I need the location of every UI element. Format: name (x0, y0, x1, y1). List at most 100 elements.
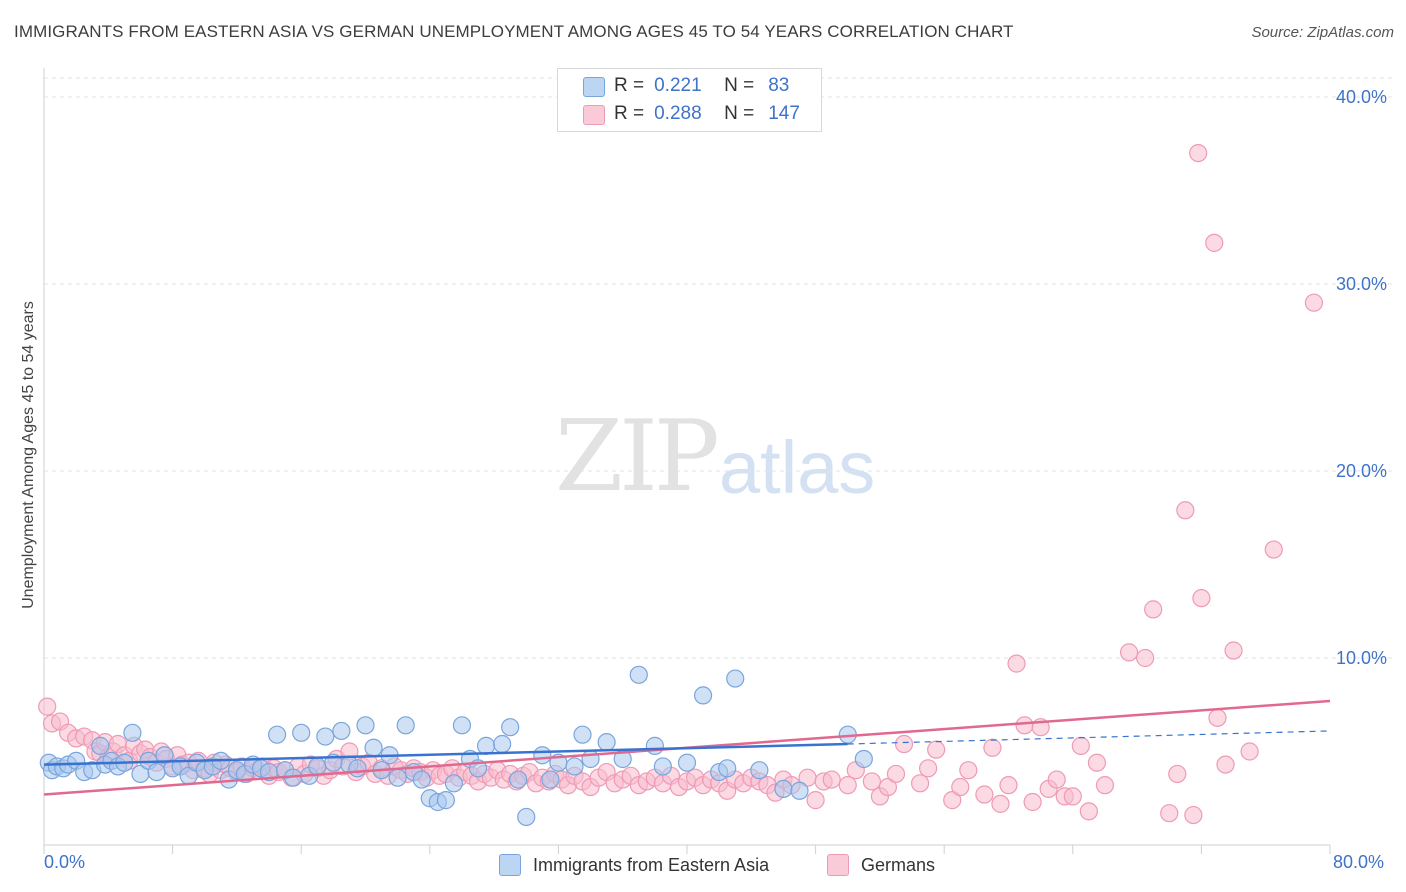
eastern-asia-point (348, 759, 367, 778)
germans-point (999, 776, 1018, 795)
eastern-asia-point (501, 718, 520, 737)
eastern-asia-point (412, 770, 431, 789)
eastern-asia-point (854, 749, 873, 769)
grid-lines (44, 77, 1392, 659)
germans-point (1007, 654, 1026, 673)
eastern-asia-point (388, 768, 407, 787)
germans-point (919, 759, 938, 778)
bottom-legend-item-germans: Germans (827, 852, 935, 878)
legend-r-value: 0.288 (654, 103, 702, 124)
germans-point (951, 777, 970, 797)
germans-point (1136, 648, 1155, 668)
eastern-asia-point (292, 723, 311, 742)
watermark-atlas: atlas (719, 426, 876, 509)
legend-n-label: N = (724, 75, 755, 96)
germans-point (1192, 589, 1211, 608)
germans-point (1264, 540, 1283, 559)
eastern-asia-point (332, 721, 351, 741)
watermark-zip: ZIP (555, 400, 720, 514)
germans-point (886, 764, 906, 784)
legend-r-label: R = (614, 75, 645, 96)
germans-point (1119, 643, 1139, 662)
eastern-asia-point (444, 774, 464, 793)
y-tick-label: 10.0% (1336, 648, 1388, 668)
germans-point (1063, 787, 1082, 806)
germans-point (1071, 736, 1090, 755)
legend-swatch-blue (583, 77, 605, 97)
germans-point (894, 734, 914, 754)
eastern-asia-trend-line (43, 742, 848, 766)
eastern-asia-point (147, 762, 166, 782)
germans-point (1015, 716, 1034, 735)
germans-point (1176, 501, 1195, 520)
germans-point (1216, 755, 1235, 774)
eastern-asia-point (396, 716, 415, 735)
axes (43, 68, 1331, 854)
eastern-asia-point (436, 791, 455, 810)
eastern-asia-point (645, 736, 664, 755)
germans-point (878, 777, 898, 797)
eastern-asia-point (267, 725, 287, 744)
eastern-asia-point (597, 733, 616, 752)
germans-point (1079, 802, 1098, 821)
eastern-asia-point (581, 749, 600, 769)
eastern-asia-point (533, 746, 552, 765)
germans-point (1208, 708, 1227, 727)
trend-lines (43, 699, 1331, 796)
eastern-asia-point (573, 725, 592, 744)
eastern-asia-point (452, 716, 472, 735)
legend-n-value: 83 (768, 75, 790, 96)
legend-row-blue: R = 0.221 N = 83 (583, 73, 790, 99)
germans-point (838, 776, 857, 795)
bottom-legend-item-eastern-asia: Immigrants from Eastern Asia (499, 852, 769, 878)
germans-point (1168, 764, 1187, 784)
eastern-asia-point (677, 753, 697, 772)
eastern-asia-point (509, 770, 528, 789)
legend-row-pink: R = 0.288 N = 147 (583, 101, 800, 127)
y-tick-label: 40.0% (1336, 87, 1388, 107)
eastern-asia-point (364, 738, 383, 757)
eastern-asia-point (790, 781, 809, 800)
legend-n-value: 147 (768, 103, 800, 124)
germans-point (983, 738, 1002, 757)
germans-point (822, 770, 841, 789)
bottom-legend-swatch-pink (827, 854, 849, 876)
eastern-asia-point (750, 761, 769, 780)
source-label: Source: ZipAtlas.com (1251, 24, 1394, 41)
eastern-asia-point (718, 759, 737, 778)
eastern-asia-point (774, 779, 793, 799)
eastern-asia-point (541, 770, 560, 789)
eastern-asia-point (356, 716, 375, 735)
y-tick-label: 30.0% (1336, 274, 1388, 294)
germans-point (943, 791, 962, 810)
germans-point (1047, 770, 1066, 789)
germans-point (1205, 233, 1224, 252)
eastern-asia-point (476, 736, 496, 755)
germans-point (927, 740, 946, 759)
legend-n-label: N = (724, 103, 755, 124)
germans-point (959, 761, 978, 780)
germans-point (1240, 742, 1259, 761)
eastern-asia-trend-extension (847, 730, 1331, 745)
bottom-legend-label: Germans (861, 854, 936, 875)
eastern-asia-point (155, 746, 174, 765)
germans-point (1144, 600, 1163, 619)
legend-r-value: 0.221 (654, 75, 702, 96)
eastern-asia-point (123, 723, 142, 742)
bottom-legend-swatch-blue (499, 854, 521, 876)
germans-point (806, 791, 825, 810)
eastern-asia-point (693, 686, 713, 705)
x-tick-max: 80.0% (1333, 852, 1385, 872)
legend-r-label: R = (614, 103, 645, 124)
germans-point (910, 774, 930, 793)
eastern-asia-point (517, 807, 536, 827)
germans-point (1087, 753, 1107, 772)
germans-point (975, 785, 994, 804)
eastern-asia-point (653, 757, 672, 776)
germans-point (991, 794, 1010, 813)
legend-swatch-pink (583, 105, 605, 125)
bottom-legend-label: Immigrants from Eastern Asia (533, 854, 770, 875)
eastern-asia-point (308, 757, 327, 776)
correlation-legend: R = 0.221 N = 83 R = 0.288 N = 147 (557, 68, 822, 132)
germans-point (38, 697, 57, 716)
